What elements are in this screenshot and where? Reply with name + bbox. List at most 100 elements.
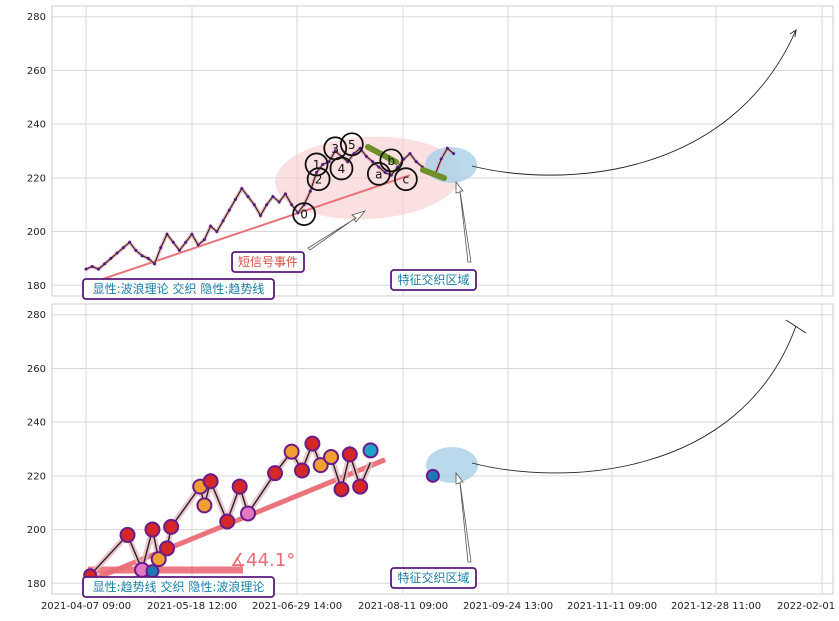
x-tick-label: 2021-12-28 11:00 bbox=[671, 601, 761, 612]
wave-label-circle bbox=[366, 161, 391, 186]
x-axis-ticks: 2021-04-07 09:00 2021-05-18 12:00 2021-06-… bbox=[41, 601, 839, 612]
wave-pivot-marker bbox=[294, 462, 311, 479]
top-correction-segment bbox=[420, 167, 447, 181]
bottom-legend-box: 显性:趋势线 交织 隐性:波浪理论 bbox=[82, 576, 275, 598]
top-short-signal-arrow bbox=[307, 210, 367, 251]
top-price-point bbox=[134, 248, 138, 252]
y-tick-label: 240 bbox=[27, 418, 46, 429]
top-price-point bbox=[184, 240, 188, 244]
top-price-point bbox=[439, 157, 443, 161]
top-price-point bbox=[364, 154, 368, 158]
top-price-point bbox=[315, 170, 319, 174]
top-price-point bbox=[383, 170, 387, 174]
y-tick-label: 180 bbox=[27, 579, 46, 590]
wave-pivot-marker bbox=[144, 521, 161, 538]
top-price-point bbox=[277, 200, 281, 204]
top-y-ticks: 180 200 220 240 260 280 bbox=[27, 12, 46, 292]
wave-label-circle bbox=[304, 152, 329, 177]
x-tick-label: 2021-09-24 13:00 bbox=[463, 601, 553, 612]
top-price-point bbox=[445, 146, 449, 150]
y-tick-label: 200 bbox=[27, 525, 46, 536]
top-price-point bbox=[452, 152, 456, 156]
y-tick-label: 220 bbox=[27, 471, 46, 482]
top-price-point bbox=[103, 262, 107, 266]
top-price-point bbox=[227, 208, 231, 212]
y-tick-label: 240 bbox=[27, 120, 46, 131]
wave-label-text: 2 bbox=[315, 173, 323, 187]
top-price-point bbox=[408, 152, 412, 156]
top-price-point bbox=[252, 203, 256, 207]
wave-pivot-marker bbox=[312, 457, 329, 474]
top-forecast-arrowhead bbox=[789, 29, 797, 38]
top-trendline bbox=[91, 174, 411, 284]
wave-pivot-marker bbox=[119, 526, 136, 543]
top-short-signal-box: 短信号事件 bbox=[231, 251, 305, 273]
y-tick-label: 260 bbox=[27, 364, 46, 375]
wave-pivot-marker bbox=[163, 518, 180, 535]
y-tick-label: 200 bbox=[27, 227, 46, 238]
y-tick-label: 260 bbox=[27, 66, 46, 77]
x-tick-label: 2021-05-18 12:00 bbox=[147, 601, 237, 612]
wave-pivot-marker bbox=[304, 435, 321, 452]
wave-label-text: b bbox=[388, 154, 396, 168]
top-price-point bbox=[283, 192, 287, 196]
bottom-legend-label: 显性:趋势线 交织 隐性:波浪理论 bbox=[93, 579, 265, 594]
top-price-point bbox=[202, 238, 206, 242]
top-price-point bbox=[96, 267, 100, 271]
top-price-point bbox=[171, 240, 175, 244]
bottom-forecast-curve bbox=[471, 325, 797, 474]
wave-label-text: 0 bbox=[300, 208, 308, 222]
wave-blue-marker bbox=[145, 564, 160, 579]
top-price-point bbox=[140, 254, 144, 258]
top-wave-labels: 0 12 3 45 abc bbox=[292, 132, 418, 227]
top-short-signal-label: 短信号事件 bbox=[238, 255, 298, 269]
top-price-point bbox=[246, 195, 250, 199]
bottom-interweave-label: 特征交织区域 bbox=[397, 570, 469, 585]
y-tick-label: 280 bbox=[27, 310, 46, 321]
top-price-point bbox=[190, 232, 194, 236]
top-price-point bbox=[109, 256, 113, 260]
top-interweave-box: 特征交织区域 bbox=[390, 269, 477, 291]
top-trendline-line bbox=[91, 174, 411, 284]
top-price-point bbox=[414, 160, 418, 164]
top-price-point bbox=[121, 246, 125, 250]
y-tick-label: 180 bbox=[27, 281, 46, 292]
wave-pivot-marker bbox=[240, 505, 257, 522]
top-legend-box: 显性:波浪理论 交织 隐性:趋势线 bbox=[82, 278, 275, 300]
wave-label-circle bbox=[329, 156, 354, 181]
bottom-forecast-cap bbox=[785, 319, 807, 334]
bottom-interweave-arrow bbox=[455, 471, 472, 563]
top-price-point bbox=[377, 165, 381, 169]
top-price-point bbox=[146, 256, 150, 260]
wave-pivot-marker bbox=[150, 551, 167, 568]
wave-label-text: 1 bbox=[313, 158, 321, 172]
wave-pivot-marker bbox=[283, 443, 300, 460]
top-price-point bbox=[234, 197, 238, 201]
top-price-point bbox=[371, 160, 375, 164]
top-interweave-label: 特征交织区域 bbox=[397, 272, 469, 287]
top-legend-label: 显性:波浪理论 交织 隐性:趋势线 bbox=[93, 281, 265, 296]
top-price-point bbox=[333, 149, 337, 153]
wave-pivot-marker bbox=[159, 540, 176, 557]
wave-label-circle bbox=[306, 167, 331, 192]
wave-blue-marker bbox=[425, 468, 440, 483]
x-tick-label: 2021-11-11 09:00 bbox=[567, 601, 657, 612]
top-forecast-curve bbox=[471, 29, 797, 176]
wave-label-text: 4 bbox=[338, 162, 346, 176]
wave-pivot-marker bbox=[231, 478, 248, 495]
wave-label-text: 3 bbox=[331, 142, 339, 156]
wave-label-circle bbox=[393, 167, 418, 192]
bottom-panel: 180 200 220 240 260 280 ∡44.1° 特征交织区域 显性:趋势线 … bbox=[27, 303, 839, 612]
top-price-point bbox=[177, 248, 181, 252]
wave-pivot-marker bbox=[341, 446, 358, 463]
wave-pivot-marker bbox=[352, 478, 369, 495]
x-tick-label: 2022-02-01 13:00 bbox=[777, 601, 839, 612]
wave-end-marker bbox=[362, 442, 379, 459]
top-price-point bbox=[321, 162, 325, 166]
top-price-point bbox=[258, 213, 262, 217]
top-price-point bbox=[196, 243, 200, 247]
top-panel: 180 200 220 240 260 280 0 12 3 45 abc 短信号事件 特征交织区… bbox=[27, 5, 834, 300]
wave-pivot-marker bbox=[202, 473, 219, 490]
bottom-interweave-box: 特征交织区域 bbox=[390, 567, 477, 589]
